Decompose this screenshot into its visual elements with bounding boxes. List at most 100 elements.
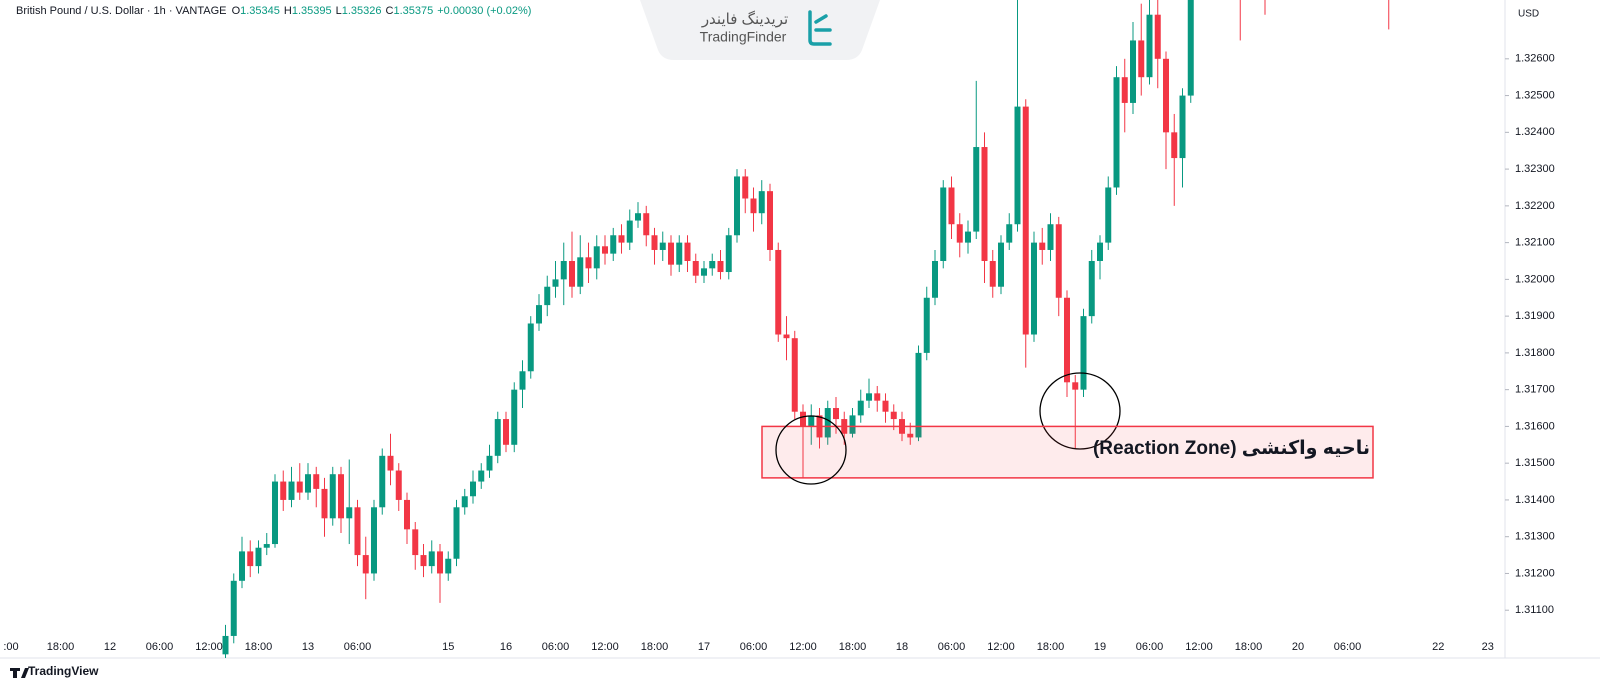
candle-body	[676, 242, 683, 265]
symbol: British Pound / U.S. Dollar · 1h · VANTA…	[16, 5, 227, 17]
candle-body	[428, 551, 435, 567]
candle-body	[635, 213, 641, 221]
candle-body	[618, 235, 625, 243]
x-tick-label: 06:00	[1136, 641, 1164, 653]
footer-brand: TradingView	[10, 664, 98, 678]
candle-body	[519, 371, 526, 390]
candle-body	[354, 507, 361, 556]
x-tick-label: 23	[1482, 641, 1494, 653]
candle-body	[1088, 260, 1095, 317]
candle-body	[379, 455, 386, 508]
plot	[222, 0, 1390, 658]
x-tick-label: 06:00	[146, 641, 174, 653]
candle-body	[775, 249, 782, 335]
candle-body	[783, 334, 790, 339]
x-tick-label: 18:00	[1037, 641, 1065, 653]
x-tick-label: 18:00	[1235, 641, 1263, 653]
candle-body	[1047, 224, 1054, 250]
x-tick-label: 17	[698, 641, 710, 653]
candle-body	[948, 187, 955, 225]
candle-body	[725, 235, 732, 273]
y-tick-label: 1.31200	[1515, 567, 1555, 579]
candle-body	[536, 305, 542, 324]
candle-body	[758, 191, 765, 214]
candle-body	[1022, 106, 1029, 335]
ohlc-value: 1.35395	[291, 5, 332, 17]
candle-body	[866, 393, 872, 401]
candle-body	[849, 415, 856, 434]
candle-body	[973, 147, 980, 232]
candle-body	[791, 338, 798, 412]
candle-body	[989, 260, 996, 287]
candle-body	[742, 176, 749, 199]
candle-body	[701, 268, 707, 276]
x-tick-label: 19	[1094, 641, 1106, 653]
ohlc-value: 1.35326	[341, 5, 382, 17]
candle-body	[404, 499, 410, 530]
candle-body	[643, 213, 650, 236]
candle-body	[1097, 242, 1103, 261]
candle-body	[1179, 95, 1186, 159]
x-tick-label: 12:00	[195, 641, 223, 653]
candle-body	[1187, 0, 1194, 96]
candle-body	[437, 551, 443, 574]
candle-body	[610, 235, 617, 254]
candle-body	[1006, 224, 1013, 243]
candle-body	[717, 260, 724, 273]
y-tick-label: 1.31400	[1515, 494, 1555, 506]
ohlc-key: C	[385, 5, 394, 17]
candle-body	[857, 400, 864, 416]
x-tick-label: 12:00	[987, 641, 1015, 653]
ohlc-value: 1.35375	[393, 5, 434, 17]
candle-body	[338, 474, 344, 519]
candle-body	[230, 580, 237, 636]
highlight-circle	[775, 415, 847, 485]
x-tick-label: 15	[442, 641, 454, 653]
candle-body	[1072, 382, 1079, 390]
x-tick-label: 06:00	[938, 641, 966, 653]
x-tick-label: 12:00	[591, 641, 619, 653]
x-tick-label: 18	[896, 641, 908, 653]
ohlc-key: O	[231, 5, 241, 17]
candle-body	[1130, 40, 1136, 103]
candle-body	[346, 507, 353, 519]
candle-body	[280, 481, 287, 500]
candle-body	[750, 198, 757, 214]
candle-body	[247, 551, 254, 567]
candle-body	[1014, 106, 1021, 225]
candle-body	[1171, 132, 1178, 159]
change: +0.00030 (+0.02%)	[437, 5, 532, 17]
candle-body	[478, 470, 485, 482]
candle-body	[494, 419, 501, 456]
candle-body	[874, 393, 881, 401]
y-tick-label: 1.32200	[1515, 200, 1555, 212]
candle-body	[222, 635, 229, 655]
candle-body	[1113, 77, 1120, 188]
candle-body	[965, 231, 971, 243]
candle-body	[890, 411, 897, 420]
candle-body	[882, 400, 889, 412]
x-tick-label: 22	[1432, 641, 1444, 653]
logo-en: TradingFinder	[700, 29, 787, 45]
candle-body	[651, 235, 658, 250]
symbol-header: British Pound / U.S. Dollar · 1h · VANTA…	[16, 5, 535, 17]
x-tick-label: 20	[1292, 641, 1304, 653]
logo-icon	[808, 10, 832, 46]
candle-body	[288, 481, 295, 500]
candle-body	[956, 224, 963, 243]
candle-body	[395, 470, 402, 500]
candle-body	[1039, 242, 1046, 250]
x-tick-label: 18:00	[839, 641, 867, 653]
ohlc-value: 1.35345	[240, 5, 280, 17]
x-tick-label: 06:00	[344, 641, 372, 653]
x-tick-label: 18:00	[245, 641, 273, 653]
reaction-zone	[761, 425, 1374, 479]
candle-body	[239, 551, 245, 581]
candle-body	[329, 474, 336, 519]
x-tick-label: 12:00	[789, 641, 817, 653]
y-tick-label: 1.31300	[1515, 531, 1555, 543]
currency: USD	[1518, 9, 1539, 20]
candle-body	[659, 242, 666, 250]
